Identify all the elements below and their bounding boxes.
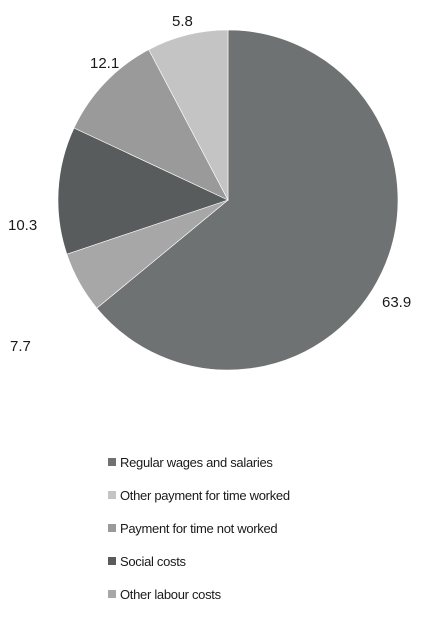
legend-label: Regular wages and salaries xyxy=(120,454,273,470)
legend-label: Payment for time not worked xyxy=(120,520,278,536)
legend-label: Other labour costs xyxy=(120,586,221,602)
data-label-payment-for-time-not-worked: 10.3 xyxy=(8,217,37,234)
pie-data-labels: 63.9 5.8 12.1 10.3 7.7 xyxy=(8,13,411,355)
pie-slice-other-payment-for-time-worked xyxy=(148,29,229,201)
legend-item: Regular wages and salaries xyxy=(108,452,290,472)
legend-swatch xyxy=(108,491,116,499)
legend-swatch xyxy=(108,590,116,598)
data-label-regular-wages-and-salaries: 63.9 xyxy=(382,294,411,311)
legend-item: Other payment for time worked xyxy=(108,485,290,505)
pie-chart: 63.9 5.8 12.1 10.3 7.7 Regular wages and sal… xyxy=(8,13,411,602)
pie-slice-payment-for-time-not-worked xyxy=(73,49,229,201)
legend-item: Other labour costs xyxy=(108,584,290,604)
legend-item: Payment for time not worked xyxy=(108,518,290,538)
pie-slice-regular-wages-and-salaries xyxy=(96,29,399,371)
pie-plot-area: 63.9 5.8 12.1 10.3 7.7 xyxy=(8,13,411,371)
legend-swatch xyxy=(108,458,116,466)
legend-label: Other payment for time worked xyxy=(120,487,290,503)
legend-swatch xyxy=(108,557,116,565)
legend-item: Social costs xyxy=(108,551,290,571)
legend-swatch xyxy=(108,524,116,532)
data-label-other-payment-for-time-worked: 7.7 xyxy=(10,338,31,355)
data-label-social-costs: 12.1 xyxy=(90,55,119,72)
data-label-other-labour-costs: 5.8 xyxy=(172,13,193,30)
chart-legend: Regular wages and salaries Other payment … xyxy=(108,452,290,617)
pie-slice-social-costs xyxy=(57,127,229,255)
legend-label: Social costs xyxy=(120,553,186,569)
pie-slices xyxy=(57,29,399,371)
